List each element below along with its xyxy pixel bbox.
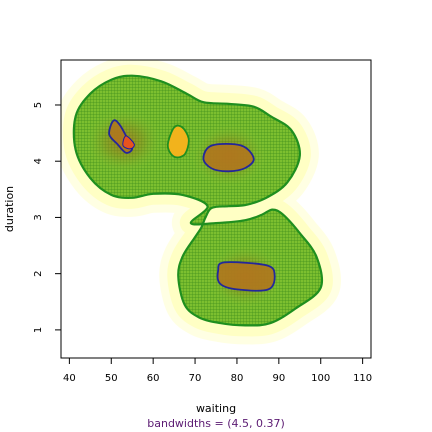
- x-tick-label: 90: [272, 373, 285, 384]
- contour-mid-blue-3: [216, 261, 276, 292]
- y-tick-label: 3: [33, 214, 44, 220]
- y-tick-label: 5: [33, 102, 44, 108]
- x-tick-label: 40: [63, 373, 76, 384]
- y-tick-label: 2: [33, 271, 44, 277]
- y-axis: 1 2 3 4 5: [33, 102, 61, 333]
- x-axis: 40 50 60 70 80 90 100 110: [63, 358, 372, 384]
- x-tick-label: 80: [231, 373, 244, 384]
- bandwidth-subtitle: bandwidths = (4.5, 0.37): [147, 417, 285, 430]
- x-tick-label: 100: [311, 373, 330, 384]
- inner-contour-layer: [108, 119, 276, 292]
- contour-mid-blue-2: [202, 142, 255, 173]
- y-axis-label: duration: [3, 186, 16, 232]
- y-tick-label: 1: [33, 327, 44, 333]
- contour-mid-orange-4: [166, 124, 190, 159]
- x-tick-label: 70: [189, 373, 202, 384]
- contour-peak-red-5: [122, 135, 135, 150]
- x-tick-label: 110: [353, 373, 372, 384]
- y-tick-label: 4: [33, 158, 44, 164]
- x-axis-label: waiting: [196, 402, 236, 415]
- x-tick-label: 60: [147, 373, 160, 384]
- x-tick-label: 50: [105, 373, 118, 384]
- plot-frame: [60, 59, 372, 359]
